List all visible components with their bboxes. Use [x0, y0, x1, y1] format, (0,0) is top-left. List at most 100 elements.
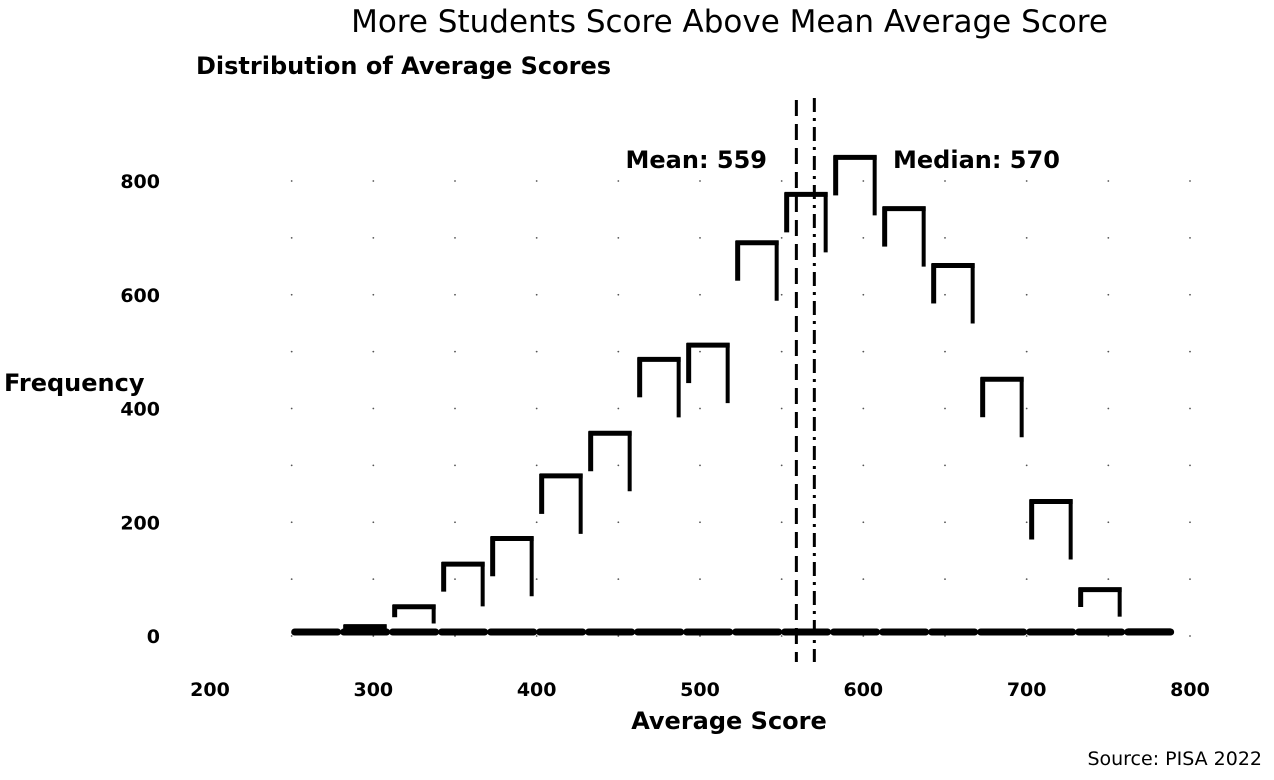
grid-dot [1189, 635, 1191, 637]
grid-dot [944, 464, 946, 467]
x-axis-ticks: 200 300 400 500 600 700 800 [190, 679, 1210, 701]
grid-dot [1025, 236, 1028, 239]
y-axis-ticks: 0 200 400 600 800 [120, 171, 160, 648]
median-annotation: Median: 570 [893, 146, 1060, 174]
grid-dot [780, 635, 783, 637]
grid-dot [1025, 180, 1028, 182]
grid-dot [780, 521, 783, 524]
grid-dot [1189, 236, 1191, 239]
histogram-bar [781, 191, 832, 636]
histogram-bar [732, 240, 783, 636]
y-tick-label: 800 [120, 171, 160, 193]
grid-dot [1189, 293, 1191, 296]
grid-dot [372, 180, 375, 182]
histogram-bar [634, 356, 685, 636]
histogram-bar [389, 604, 440, 636]
grid-dot [944, 578, 946, 581]
grid-dot [1025, 350, 1028, 353]
grid-dot [862, 578, 865, 581]
histogram-bar [438, 561, 489, 636]
grid-dot [1189, 180, 1191, 182]
grid-dot [454, 293, 456, 296]
y-tick-label: 0 [147, 626, 160, 648]
grid-dot [454, 407, 456, 410]
grid-dot [617, 521, 620, 524]
histogram-bar [1026, 499, 1077, 636]
x-tick-label: 400 [517, 679, 557, 701]
grid-dot [862, 521, 865, 524]
grid-dot [944, 180, 946, 182]
chart-subtitle: Distribution of Average Scores [196, 52, 612, 80]
histogram-bar [830, 154, 881, 636]
grid-dot [454, 464, 456, 467]
grid-dot [699, 236, 701, 239]
grid-dot [699, 635, 701, 637]
grid-dot [944, 407, 946, 410]
grid-dot [617, 407, 620, 410]
grid-dot [699, 521, 701, 524]
x-tick-label: 600 [843, 679, 883, 701]
grid-dot [1189, 578, 1191, 581]
grid-dot [372, 521, 375, 524]
grid-dot [290, 464, 293, 467]
grid-dot [617, 578, 620, 581]
grid-dot [290, 350, 293, 353]
grid-dot [780, 407, 783, 410]
grid-dot [944, 350, 946, 353]
grid-dot [1107, 407, 1110, 410]
histogram-bar [928, 262, 979, 636]
histogram-bar [1124, 628, 1175, 636]
histogram-bars [291, 154, 1175, 636]
grid-dot [372, 350, 375, 353]
y-tick-label: 600 [120, 285, 160, 307]
grid-dot [862, 180, 865, 182]
x-tick-label: 800 [1170, 679, 1210, 701]
grid-dot [372, 236, 375, 239]
grid-dot [535, 407, 538, 410]
grid-dot [617, 464, 620, 467]
grid-dot [535, 464, 538, 467]
grid-dot [1189, 464, 1191, 467]
grid-dot [1025, 293, 1028, 296]
grid-dot [944, 236, 946, 239]
grid-dot [535, 578, 538, 581]
histogram-bar [1075, 587, 1126, 636]
grid-dot [1107, 521, 1110, 524]
grid-dot [535, 521, 538, 524]
grid-dot [1107, 635, 1110, 637]
grid-dot [454, 180, 456, 182]
grid-dot [454, 350, 456, 353]
grid-dot [1025, 635, 1028, 637]
grid-dot [780, 464, 783, 467]
grid-dot [1107, 180, 1110, 182]
grid-dot [862, 350, 865, 353]
grid-dot [535, 236, 538, 239]
grid-dot [1107, 350, 1110, 353]
grid-dot [617, 180, 620, 182]
grid-dot [535, 293, 538, 296]
grid-dot [699, 350, 701, 353]
histogram-bar [536, 473, 587, 636]
histogram-bar [340, 624, 391, 636]
grid-dot [862, 236, 865, 239]
grid-dot [454, 236, 456, 239]
grid-dot [290, 635, 293, 637]
histogram-bar [879, 206, 930, 636]
histogram-bar [487, 535, 538, 636]
grid-dot [1025, 578, 1028, 581]
grid-dot [1107, 464, 1110, 467]
grid-dot [617, 635, 620, 637]
grid-dot [1025, 407, 1028, 410]
grid-dot [535, 350, 538, 353]
source-note: Source: PISA 2022 [1087, 748, 1262, 770]
grid-dot [780, 293, 783, 296]
grid-dot [1025, 464, 1028, 467]
grid-dot [944, 521, 946, 524]
grid-dot [535, 180, 538, 182]
x-tick-label: 200 [190, 679, 230, 701]
histogram-bar [683, 342, 734, 636]
grid-dot [1107, 578, 1110, 581]
grid-dot [454, 521, 456, 524]
grid-dot [1189, 521, 1191, 524]
